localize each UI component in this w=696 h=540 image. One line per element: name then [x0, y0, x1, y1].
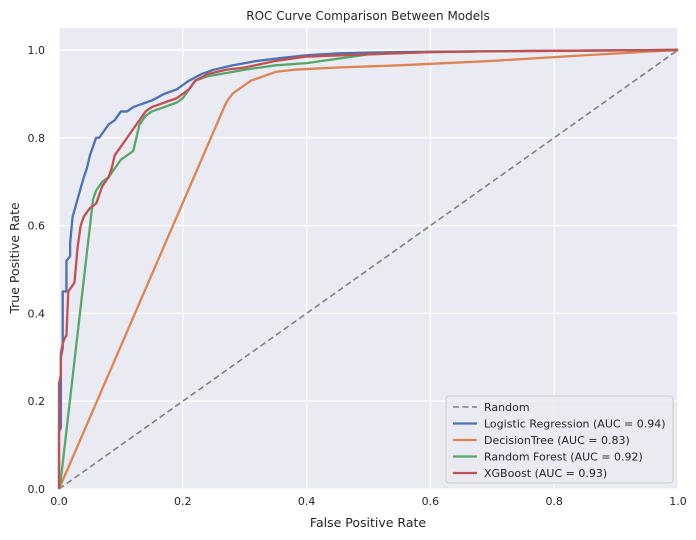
grid-lines: [58, 28, 679, 490]
series-line-1: [57, 48, 679, 489]
legend-box: [445, 395, 674, 484]
chart-title: ROC Curve Comparison Between Models: [246, 9, 489, 23]
series-line-0: [58, 49, 679, 490]
legend-label: Random Forest (AUC = 0.92): [484, 451, 643, 464]
series-line-2: [57, 48, 679, 490]
y-tick-label: 0.0: [28, 483, 46, 496]
y-tick-label: 0.4: [28, 307, 46, 320]
y-tick-label: 0.8: [28, 132, 46, 145]
x-tick-label: 0.6: [422, 495, 440, 508]
x-tick-label: 1.0: [669, 495, 687, 508]
x-tick-label: 0.8: [545, 495, 563, 508]
series-line-4: [57, 48, 679, 489]
y-tick-label: 0.2: [28, 395, 46, 408]
legend-label: DecisionTree (AUC = 0.83): [484, 434, 630, 447]
legend-label: Logistic Regression (AUC = 0.94): [484, 418, 666, 431]
legend: Random Logistic Regression (AUC = 0.94) De…: [445, 395, 674, 484]
x-tick-label: 0.4: [298, 495, 316, 508]
y-axis-label: True Positive Rate: [7, 202, 22, 315]
y-tick-label: 1.0: [28, 44, 46, 57]
legend-label: XGBoost (AUC = 0.93): [484, 467, 607, 480]
legend-label: Random: [484, 401, 530, 414]
x-axis-label: False Positive Rate: [310, 515, 426, 530]
tick-labels: 0.0 0.2 0.4 0.6 0.8 1.0 0.0 0.2 0.4 0.6 0.8 1.0: [28, 44, 687, 508]
y-tick-label: 0.6: [28, 220, 46, 233]
series-lines: [57, 48, 679, 490]
x-tick-label: 0.0: [50, 495, 68, 508]
x-tick-label: 0.2: [174, 495, 192, 508]
